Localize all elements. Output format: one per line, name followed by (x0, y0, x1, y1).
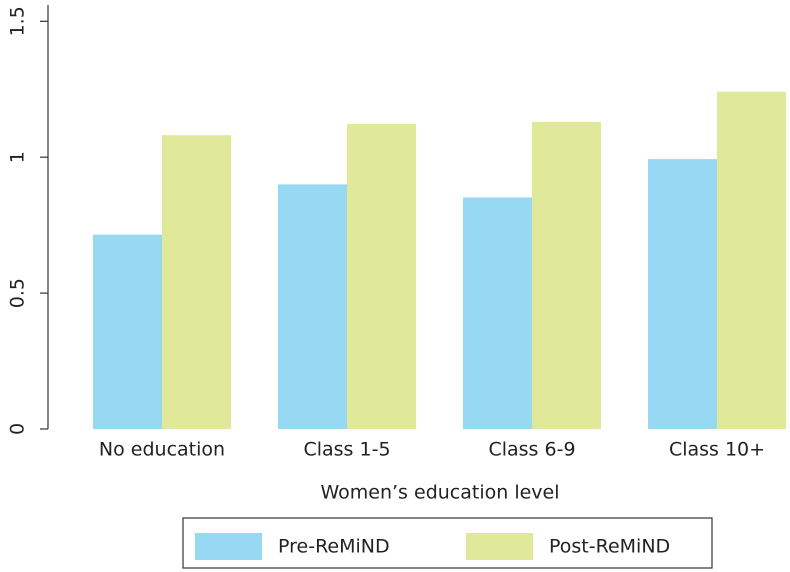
y-tick-label: 1.5 (7, 6, 29, 36)
y-tick-label: 0 (7, 423, 29, 435)
bar (717, 91, 786, 429)
bar (347, 124, 416, 430)
legend-label: Pre-ReMiND (278, 536, 390, 558)
legend-label: Post-ReMiND (549, 536, 670, 558)
x-tick-label: Class 6-9 (488, 439, 575, 461)
legend-box (182, 517, 713, 569)
x-axis-title: Women’s education level (320, 482, 559, 504)
bar (278, 184, 347, 429)
bar (93, 234, 162, 429)
bar (162, 135, 231, 429)
x-tick-label: Class 10+ (669, 439, 765, 461)
y-tick-label: 1 (7, 151, 29, 163)
bar (532, 121, 601, 429)
legend-swatch (195, 533, 262, 560)
bar (463, 197, 532, 429)
x-tick-label: Class 1-5 (303, 439, 390, 461)
x-tick-label: No education (99, 439, 225, 461)
legend-swatch (466, 533, 533, 560)
y-tick-label: 0.5 (7, 278, 29, 308)
bar (648, 159, 717, 429)
